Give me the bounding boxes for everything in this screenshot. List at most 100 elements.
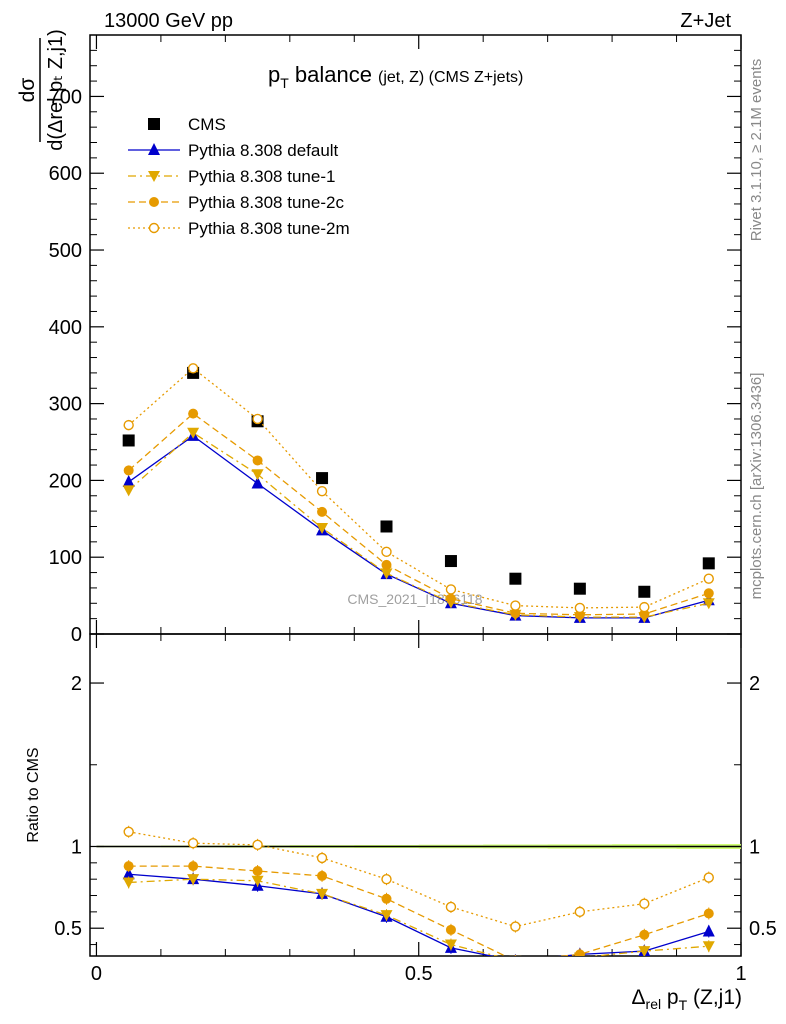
data-point [316,472,329,485]
y-axis-title: dσ d(Δrel pₜ Z,j1) [16,29,67,151]
series-point [702,598,715,610]
ratio-line [128,873,709,956]
x-title-rest: (Z,j1) [687,986,742,1009]
series-point [188,408,199,419]
data-point [444,555,457,568]
series-point [381,546,392,558]
series-point [703,573,714,584]
ratio-point [574,949,585,956]
series-point [703,588,714,599]
ratio-point [444,939,457,951]
ratio-point [187,874,200,886]
ratio-point [316,852,328,864]
ratio-tick-label-left: 1 [71,836,82,858]
ratio-point [122,867,135,880]
data-point [509,572,522,585]
ratio-panel-frame [89,633,742,957]
ratio-point [316,888,329,900]
legend-label: CMS [188,115,226,134]
series-point [251,469,264,481]
ratio-point [187,838,199,849]
legend: CMS Pythia 8.308 default Pythia 8.308 tune… [128,115,350,238]
legend-marker [148,143,160,155]
series-point [639,601,650,613]
y-tick-label: 600 [49,163,82,185]
header-process: Z+Jet [680,10,731,32]
ratio-point [123,826,134,837]
ratio-point [702,924,715,937]
x-tick-label: 0.5 [405,963,433,985]
mcplots-credit-text: mcplots.cern.ch [arXiv:1306.3436] [748,373,765,600]
title-p: p [268,62,280,87]
y-tick-label: 400 [49,317,82,339]
ratio-line [128,865,709,956]
x-title-rel: rel [646,996,662,1012]
series-cms-data [122,366,715,598]
series-point [317,506,328,517]
series-point [252,455,263,466]
rivet-version-text: Rivet 3.1.10, ≥ 2.1M events [748,59,765,242]
ratio-point [381,893,392,904]
series-point [122,485,135,497]
title-balance: balance [289,62,372,87]
ratio-point [188,861,199,872]
series-line [128,431,709,618]
ratio-series-2 [122,873,715,956]
chart-title: pT balance (jet, Z) (CMS Z+jets) [268,62,523,91]
legend-marker [148,171,160,182]
series-point [316,523,329,535]
y-axis-title-numerator: dσ [16,78,39,103]
x-axis-title: Δrel pT (Z,j1) [632,986,743,1013]
series-point [510,600,521,611]
x-title-delta: Δ [632,986,646,1009]
ratio-point [252,839,263,851]
x-title-p: p [661,986,679,1009]
header-energy: 13000 GeV pp [104,10,233,32]
ratio-axis-title: Ratio to CMS [25,747,42,842]
x-title-T: T [679,997,688,1013]
series-point [251,476,264,489]
legend-marker [148,222,160,234]
legend-entry-4: Pythia 8.308 tune-2m [128,219,350,238]
y-tick-label: 300 [49,394,82,416]
series-line [128,412,709,616]
ratio-point [380,910,393,922]
legend-label: Pythia 8.308 tune-2c [188,193,344,212]
series-point [381,559,392,570]
y-tick-label: 700 [49,86,82,108]
ratio-point [703,872,714,883]
legend-marker [149,197,159,207]
main-series [122,363,715,624]
ratio-tick-label-left: 2 [71,673,82,695]
ratio-point [317,870,328,881]
title-subscript: T [280,75,289,91]
series-point [510,608,521,619]
axis-ticks: 0 0.5 1 0 100 200 300 400 500 600 700 0.5 0.5 1 1 2 2 [49,35,777,985]
ratio-tick-label-right: 1 [749,836,760,858]
series-point [316,485,328,497]
ratio-point [122,877,135,889]
ratio-point [252,866,263,877]
ratio-point [514,955,517,956]
series-line [128,435,709,619]
legend-marker [148,118,160,130]
ratio-point [251,875,264,887]
series-point [252,413,263,425]
ratio-tick-label-right: 2 [749,673,760,695]
series-point [122,474,135,487]
series-point [380,568,393,580]
x-tick-label: 1 [735,963,746,985]
ratio-point [445,901,457,913]
series-point [187,363,199,374]
y-tick-label: 100 [49,547,82,569]
series-point [123,465,134,476]
legend-entry-3: Pythia 8.308 tune-2c [128,193,344,212]
series-line [128,367,710,609]
data-point [380,520,393,533]
series-point [123,419,134,431]
ratio-tick-label-right: 0.5 [749,918,777,940]
legend-entry-2: Pythia 8.308 tune-1 [128,167,335,186]
legend-label: Pythia 8.308 tune-2m [188,219,350,238]
ratio-point [510,921,521,932]
